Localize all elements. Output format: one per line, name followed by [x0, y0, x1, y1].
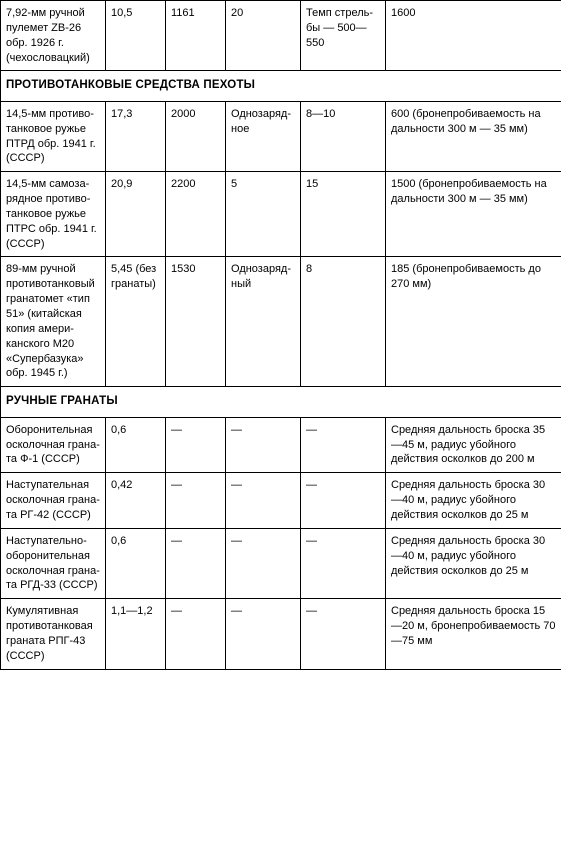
cell-mag: — — [226, 599, 301, 669]
cell-rate: — — [301, 599, 386, 669]
cell-range: 185 (бронепро­биваемость до 270 мм) — [386, 257, 561, 387]
cell-weight: 17,3 — [106, 101, 166, 171]
cell-mag: — — [226, 417, 301, 473]
cell-weight: 0,42 — [106, 473, 166, 529]
cell-length: — — [166, 473, 226, 529]
cell-range: Средняя даль­ность броска 35—45 м, ради­… — [386, 417, 561, 473]
cell-name: Кумулятивная противотанковая граната РПГ… — [1, 599, 106, 669]
cell-range: 1500 (броне­пробиваемость на дальности 3… — [386, 172, 561, 257]
cell-mag: — — [226, 473, 301, 529]
cell-rate: — — [301, 473, 386, 529]
cell-range: Средняя даль­ность броска 30—40 м, ради­… — [386, 473, 561, 529]
cell-rate: Темп стрель­бы — 500—550 — [301, 1, 386, 71]
cell-length: — — [166, 599, 226, 669]
table-row: 14,5-мм противо­танковое ружье ПТРД обр.… — [1, 101, 561, 171]
cell-rate: 8—10 — [301, 101, 386, 171]
cell-weight: 0,6 — [106, 528, 166, 598]
table-row: 14,5-мм самоза­рядное противо­танковое р… — [1, 172, 561, 257]
cell-weight: 5,45 (без гранаты) — [106, 257, 166, 387]
table-row: Наступательно-оборонительная осколочная … — [1, 528, 561, 598]
cell-weight: 20,9 — [106, 172, 166, 257]
cell-length: 1161 — [166, 1, 226, 71]
cell-rate: 8 — [301, 257, 386, 387]
cell-rate: — — [301, 528, 386, 598]
cell-rate: — — [301, 417, 386, 473]
cell-length: 1530 — [166, 257, 226, 387]
cell-length: 2200 — [166, 172, 226, 257]
cell-range: 1600 — [386, 1, 561, 71]
cell-mag: 20 — [226, 1, 301, 71]
table-row: Оборонительная осколочная грана­та Ф-1 (… — [1, 417, 561, 473]
cell-name: 14,5-мм противо­танковое ружье ПТРД обр.… — [1, 101, 106, 171]
section-row: РУЧНЫЕ ГРАНАТЫ — [1, 387, 561, 418]
cell-name: Наступательная осколочная грана­та РГ-42… — [1, 473, 106, 529]
cell-range: 600 (бронепро­биваемость на дальности 30… — [386, 101, 561, 171]
cell-weight: 1,1—1,2 — [106, 599, 166, 669]
cell-name: Оборонительная осколочная грана­та Ф-1 (… — [1, 417, 106, 473]
table-row: 89-мм ручной противотанковый гранатомет … — [1, 257, 561, 387]
cell-rate: 15 — [301, 172, 386, 257]
table-row: Наступательная осколочная грана­та РГ-42… — [1, 473, 561, 529]
cell-mag: 5 — [226, 172, 301, 257]
table-row: Кумулятивная противотанковая граната РПГ… — [1, 599, 561, 669]
table-row: 7,92-мм ручной пулемет ZB-26 обр. 1926 г… — [1, 1, 561, 71]
cell-name: Наступательно-оборонительная осколочная … — [1, 528, 106, 598]
cell-weight: 0,6 — [106, 417, 166, 473]
cell-range: Средняя даль­ность броска 15—20 м, броне… — [386, 599, 561, 669]
cell-name: 7,92-мм ручной пулемет ZB-26 обр. 1926 г… — [1, 1, 106, 71]
cell-length: 2000 — [166, 101, 226, 171]
cell-length: — — [166, 528, 226, 598]
section-header: РУЧНЫЕ ГРАНАТЫ — [1, 387, 561, 418]
cell-mag: — — [226, 528, 301, 598]
section-header: ПРОТИВОТАНКОВЫЕ СРЕДСТВА ПЕХОТЫ — [1, 71, 561, 102]
section-row: ПРОТИВОТАНКОВЫЕ СРЕДСТВА ПЕХОТЫ — [1, 71, 561, 102]
cell-weight: 10,5 — [106, 1, 166, 71]
cell-name: 89-мм ручной противотанковый гранатомет … — [1, 257, 106, 387]
cell-name: 14,5-мм самоза­рядное противо­танковое р… — [1, 172, 106, 257]
weapons-table: 7,92-мм ручной пулемет ZB-26 обр. 1926 г… — [0, 0, 561, 670]
cell-mag: Однозаряд­ный — [226, 257, 301, 387]
cell-length: — — [166, 417, 226, 473]
cell-range: Средняя даль­ность броска 30—40 м, ради­… — [386, 528, 561, 598]
cell-mag: Однозаряд­ное — [226, 101, 301, 171]
